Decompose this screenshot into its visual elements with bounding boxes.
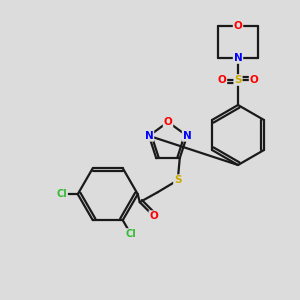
Text: S: S: [234, 75, 242, 85]
Text: N: N: [183, 131, 191, 141]
Text: N: N: [234, 53, 242, 63]
Text: O: O: [250, 75, 258, 85]
Text: Cl: Cl: [56, 189, 67, 199]
Text: N: N: [145, 131, 153, 141]
Text: S: S: [174, 175, 182, 185]
Text: O: O: [164, 117, 172, 127]
Text: O: O: [218, 75, 226, 85]
Text: O: O: [234, 21, 242, 31]
Text: Cl: Cl: [125, 229, 136, 239]
Text: O: O: [149, 211, 158, 221]
